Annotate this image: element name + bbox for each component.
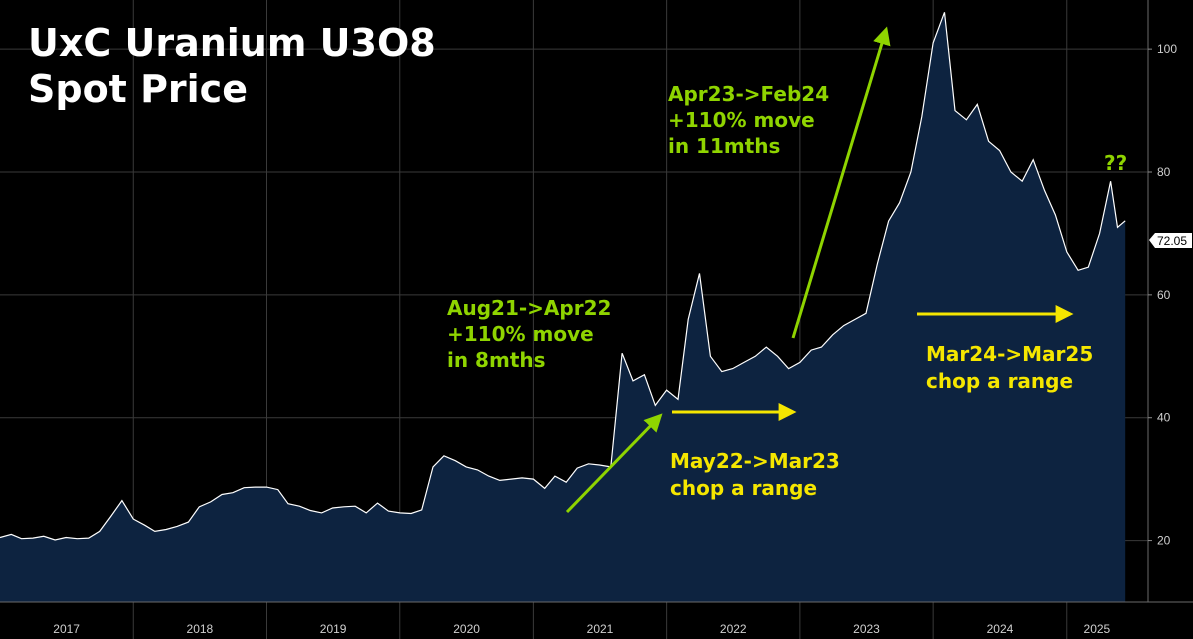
x-tick-label-2020: 2020 [453, 622, 480, 636]
annotation-may22-mar23: May22->Mar23 chop a range [670, 449, 840, 500]
x-tick-label-2023: 2023 [853, 622, 880, 636]
annotation-question-marks: ?? [1104, 151, 1127, 175]
annotation-mar24-mar25: Mar24->Mar25 chop a range [926, 342, 1093, 393]
x-tick-label-2022: 2022 [720, 622, 747, 636]
annotation-line: in 8mths [447, 348, 546, 372]
annotation-line: Apr23->Feb24 [668, 82, 829, 106]
annotation-line: +110% move [668, 108, 815, 132]
last-value-marker: 72.05 [1149, 233, 1192, 248]
annotation-line: May22->Mar23 [670, 449, 840, 473]
green-arrow-2023-rally [791, 26, 891, 339]
y-tick-label: 80 [1157, 165, 1171, 179]
x-tick-label-2024: 2024 [987, 622, 1014, 636]
chart-title-line-1: UxC Uranium U3O8 [28, 21, 436, 65]
x-tick-label-2021: 2021 [587, 622, 614, 636]
x-tick-label-2017: 2017 [53, 622, 80, 636]
annotation-line: Aug21->Apr22 [447, 296, 611, 320]
x-axis-ticks: 2017 2018 2019 2020 2021 2022 2023 2024 2025 [53, 622, 1110, 636]
x-tick-label-2018: 2018 [187, 622, 214, 636]
annotation-line: chop a range [670, 476, 817, 500]
y-tick-label: 40 [1157, 411, 1171, 425]
price-area-fill [0, 12, 1126, 603]
annotation-apr23-feb24: Apr23->Feb24 +110% move in 11mths [668, 82, 829, 158]
last-value-label: 72.05 [1157, 234, 1187, 248]
x-tick-label-2019: 2019 [320, 622, 347, 636]
y-tick-label: 100 [1157, 42, 1177, 56]
price-line [0, 12, 1126, 541]
chart-title-line-2: Spot Price [28, 67, 248, 111]
annotation-aug21-apr22: Aug21->Apr22 +110% move in 8mths [447, 296, 611, 372]
y-axis-ticks: 20 40 60 80 100 [1148, 42, 1177, 548]
annotation-line: chop a range [926, 369, 1073, 393]
y-tick-label: 60 [1157, 288, 1171, 302]
annotation-line: in 11mths [668, 134, 780, 158]
green-arrow-2021-rally [565, 413, 663, 514]
x-tick-label-2025: 2025 [1084, 622, 1111, 636]
annotation-line: +110% move [447, 322, 594, 346]
annotation-line: Mar24->Mar25 [926, 342, 1093, 366]
y-tick-label: 20 [1157, 534, 1171, 548]
